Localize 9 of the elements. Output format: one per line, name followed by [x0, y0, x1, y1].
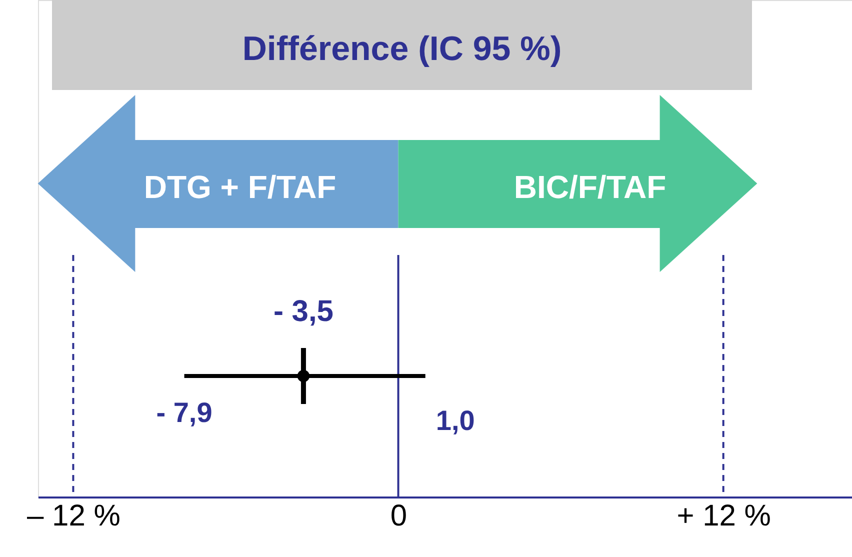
- text: BIC/F/TAF: [514, 169, 666, 205]
- data-label: - 3,5: [273, 295, 334, 328]
- x-tick-label: + 12 %: [676, 500, 771, 532]
- x-tick-label: – 12 %: [27, 500, 120, 532]
- annotation: 1,0: [436, 405, 475, 436]
- annotation: - 7,9: [156, 397, 212, 428]
- text: DTG + F/TAF: [144, 169, 336, 205]
- x-tick-label: 0: [390, 500, 408, 532]
- chart-title: Différence (IC 95 %): [242, 30, 562, 68]
